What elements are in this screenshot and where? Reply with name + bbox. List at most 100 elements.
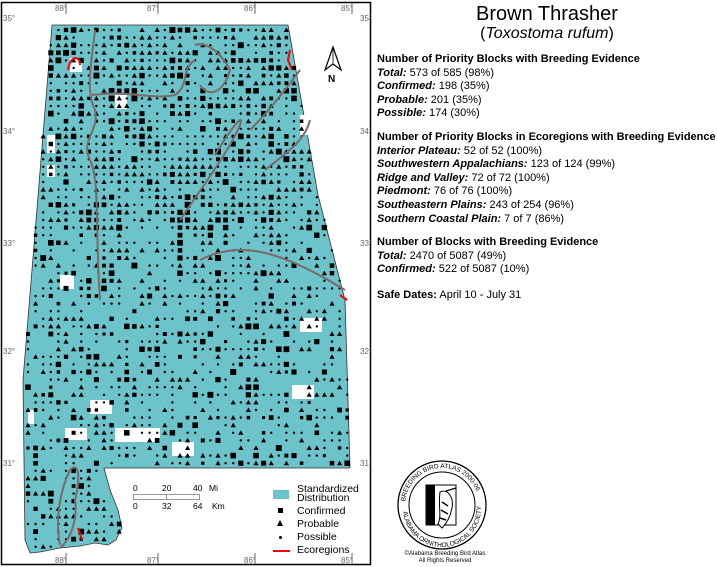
possible-marker: [118, 446, 121, 450]
possible-marker: [224, 142, 227, 146]
possible-marker: [232, 272, 235, 275]
confirmed-marker: [224, 203, 228, 207]
stat-label: Interior Plateau:: [377, 144, 461, 157]
possible-marker: [239, 180, 242, 184]
confirmed-marker: [101, 278, 107, 284]
possible-marker: [186, 340, 189, 343]
probable-marker: [268, 80, 274, 86]
probable-marker: [33, 392, 39, 397]
possible-marker: [133, 59, 136, 62]
probable-marker: [185, 57, 191, 63]
confirmed-marker: [78, 346, 84, 352]
possible-marker: [224, 310, 227, 313]
probable-marker: [230, 415, 236, 420]
probable-marker: [314, 209, 320, 215]
probable-marker: [124, 202, 130, 207]
probable-marker: [124, 399, 130, 405]
probable-marker: [131, 422, 137, 428]
possible-marker: [232, 150, 235, 153]
confirmed-marker: [284, 453, 289, 458]
possible-marker: [209, 97, 212, 100]
possible-marker: [118, 127, 121, 130]
possible-marker: [57, 28, 60, 32]
possible-marker: [49, 44, 52, 47]
possible-marker: [323, 378, 326, 381]
probable-marker: [169, 377, 175, 382]
possible-marker: [201, 142, 204, 146]
possible-marker: [140, 196, 144, 199]
possible-marker: [300, 302, 303, 305]
possible-marker: [285, 241, 288, 244]
possible-marker: [125, 36, 128, 39]
probable-marker: [147, 95, 153, 101]
confirmed-marker: [170, 103, 175, 109]
possible-marker: [171, 51, 174, 54]
possible-marker: [300, 401, 303, 404]
lon-tick-88-top: 88°: [55, 4, 67, 13]
possible-marker: [102, 500, 106, 503]
possible-marker: [163, 36, 166, 39]
confirmed-marker: [200, 195, 205, 200]
possible-marker: [346, 431, 349, 434]
probable-marker: [177, 453, 183, 458]
confirmed-marker: [184, 110, 191, 117]
probable-marker: [147, 445, 153, 450]
probable-marker: [200, 65, 206, 70]
stat-label: Southeastern Plains:: [377, 198, 487, 211]
possible-marker: [194, 386, 197, 389]
confirmed-marker: [207, 331, 214, 337]
possible-marker: [64, 104, 68, 108]
possible-marker: [80, 340, 83, 343]
possible-marker: [80, 355, 83, 358]
possible-marker: [42, 234, 45, 237]
probable-marker: [261, 35, 267, 40]
possible-marker: [72, 249, 75, 252]
possible-marker: [110, 180, 113, 184]
possible-marker: [209, 158, 212, 161]
confirmed-marker: [109, 157, 114, 162]
all-blocks-stats: Number of Blocks with Breeding Evidence T…: [377, 236, 598, 277]
possible-marker: [163, 370, 166, 374]
confirmed-marker: [163, 104, 167, 108]
probable-marker: [200, 225, 206, 230]
possible-marker: [178, 279, 182, 282]
probable-marker: [245, 65, 251, 70]
possible-marker: [140, 104, 144, 108]
possible-marker: [239, 188, 242, 191]
confirmed-marker: [124, 88, 130, 94]
possible-marker: [254, 302, 258, 305]
possible-marker: [224, 44, 227, 47]
probable-marker: [306, 392, 312, 397]
possible-marker: [232, 348, 235, 351]
possible-marker: [277, 355, 280, 358]
confirmed-marker: [239, 74, 243, 78]
probable-marker: [63, 521, 69, 526]
possible-marker: [270, 74, 273, 77]
confirmed-marker: [284, 134, 289, 139]
confirmed-marker: [56, 240, 61, 246]
probable-marker: [291, 202, 297, 207]
species-title: Brown Thrasher: [476, 3, 618, 25]
possible-marker: [262, 150, 265, 153]
possible-marker: [42, 218, 45, 222]
possible-marker: [49, 82, 52, 85]
possible-marker: [254, 218, 258, 222]
confirmed-marker: [86, 408, 91, 412]
confirmed-marker: [177, 422, 183, 428]
possible-marker: [72, 165, 75, 168]
possible-marker: [171, 264, 174, 267]
confirmed-marker: [201, 461, 205, 465]
possible-marker: [224, 393, 227, 396]
confirmed-marker: [72, 203, 76, 207]
probable-marker: [162, 293, 168, 298]
probable-marker: [169, 35, 175, 40]
probable-marker: [116, 232, 122, 238]
possible-marker: [300, 158, 303, 161]
confirmed-marker: [63, 27, 69, 33]
confirmed-marker: [245, 88, 252, 94]
possible-marker: [72, 226, 75, 229]
possible-marker: [140, 97, 144, 100]
confirmed-marker: [124, 377, 130, 383]
possible-marker: [95, 340, 98, 343]
confirmed-marker: [224, 294, 228, 298]
